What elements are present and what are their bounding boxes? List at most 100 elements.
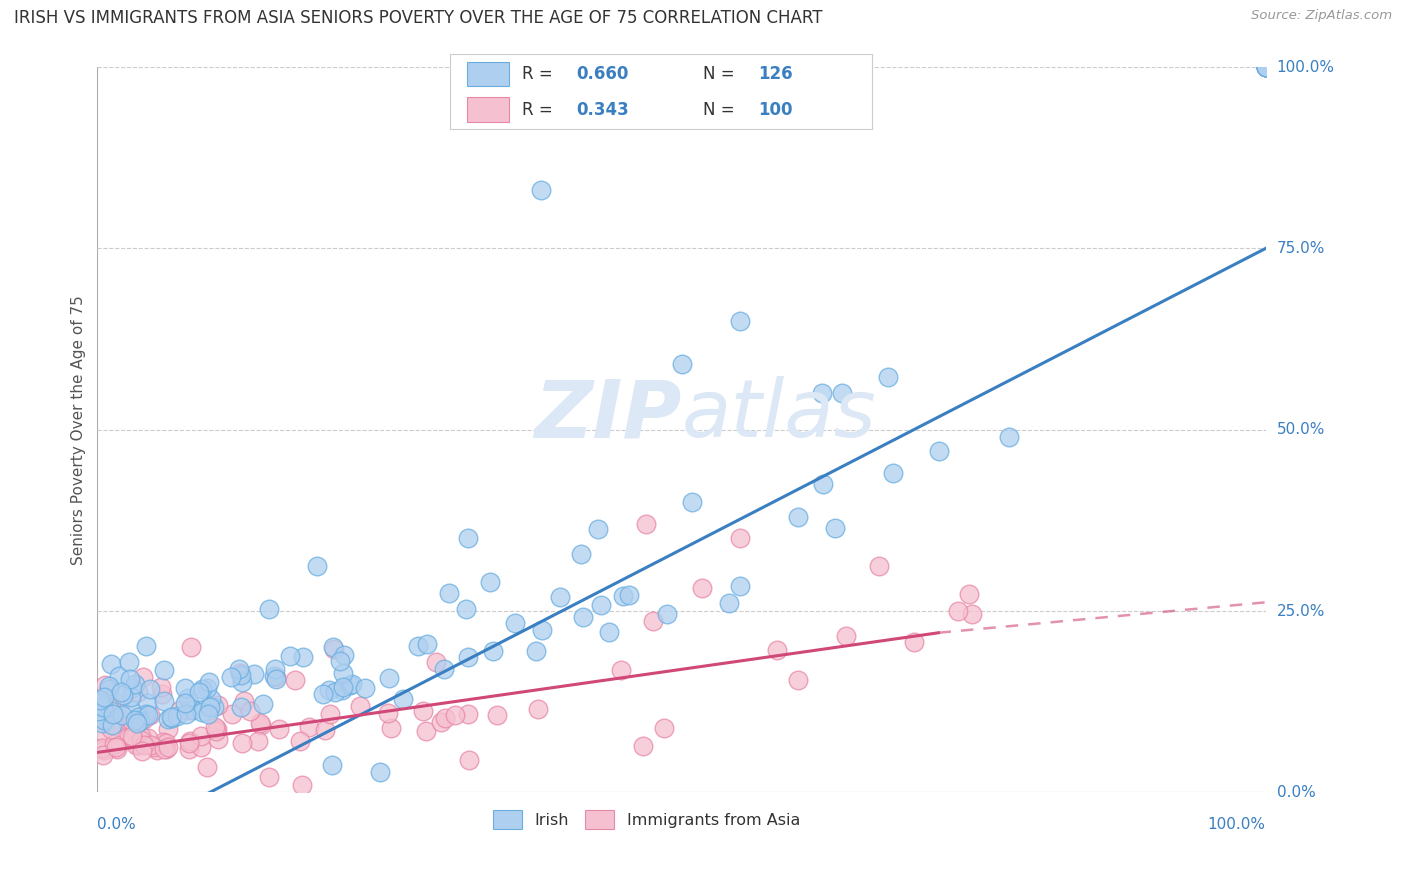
Text: IRISH VS IMMIGRANTS FROM ASIA SENIORS POVERTY OVER THE AGE OF 75 CORRELATION CHA: IRISH VS IMMIGRANTS FROM ASIA SENIORS PO… [14, 9, 823, 27]
Point [610, 663, 633, 677]
Point [569, 547, 592, 561]
Bar [467, 62, 509, 87]
Point [246, 734, 269, 748]
Point [125, 738, 148, 752]
Point [93, 690, 115, 704]
Text: ZIP: ZIP [534, 376, 682, 454]
Point [728, 579, 751, 593]
Point [94, 692, 117, 706]
Point [652, 721, 675, 735]
Point [174, 681, 197, 696]
Point [572, 609, 595, 624]
Point [94, 678, 117, 692]
Point [121, 729, 143, 743]
Point [380, 721, 402, 735]
Point [179, 733, 201, 747]
Point [284, 673, 307, 687]
Point [89, 693, 111, 707]
Text: 100.0%: 100.0% [1277, 60, 1334, 75]
Point [633, 739, 655, 753]
Point [202, 699, 225, 714]
Point [810, 386, 832, 401]
Point [155, 742, 177, 756]
Point [349, 698, 371, 713]
Point [139, 739, 162, 753]
Point [139, 682, 162, 697]
Point [527, 702, 550, 716]
Point [671, 358, 693, 372]
Point [728, 532, 751, 546]
Point [207, 722, 229, 736]
Point [124, 723, 146, 737]
Point [288, 733, 311, 747]
Point [636, 516, 658, 531]
Point [121, 714, 143, 729]
Point [124, 713, 146, 727]
Text: 0.660: 0.660 [576, 65, 628, 83]
Point [392, 692, 415, 706]
Text: atlas: atlas [682, 376, 876, 454]
Point [416, 637, 439, 651]
Point [292, 649, 315, 664]
Point [221, 706, 243, 721]
Point [430, 714, 453, 729]
Point [120, 703, 142, 717]
Point [824, 521, 846, 535]
Point [617, 588, 640, 602]
Point [146, 743, 169, 757]
Point [340, 676, 363, 690]
Point [231, 700, 253, 714]
Point [264, 672, 287, 686]
Point [655, 607, 678, 621]
Point [339, 678, 361, 692]
Point [928, 444, 950, 458]
Point [166, 709, 188, 723]
Point [198, 699, 221, 714]
Point [1254, 60, 1277, 74]
Point [291, 778, 314, 792]
Point [169, 703, 191, 717]
Point [903, 634, 925, 648]
Point [318, 682, 340, 697]
Point [228, 662, 250, 676]
Text: N =: N = [703, 101, 740, 119]
Point [690, 581, 713, 595]
Point [333, 648, 356, 662]
Point [124, 677, 146, 691]
Point [252, 697, 274, 711]
Point [425, 655, 447, 669]
Point [118, 672, 141, 686]
Point [229, 668, 252, 682]
Point [155, 736, 177, 750]
Point [103, 717, 125, 731]
Point [127, 739, 149, 753]
Point [503, 615, 526, 630]
Point [882, 466, 904, 480]
Point [962, 607, 984, 622]
Point [242, 666, 264, 681]
Point [127, 685, 149, 699]
Point [598, 625, 620, 640]
Point [105, 741, 128, 756]
Point [548, 590, 571, 604]
Point [100, 657, 122, 672]
Point [835, 629, 858, 643]
Text: 50.0%: 50.0% [1277, 422, 1324, 437]
Point [1254, 60, 1277, 74]
Point [813, 477, 835, 491]
Point [718, 596, 741, 610]
Point [177, 736, 200, 750]
Point [118, 730, 141, 744]
Point [406, 639, 429, 653]
Point [249, 716, 271, 731]
Point [415, 723, 437, 738]
Text: 126: 126 [758, 65, 793, 83]
Point [205, 724, 228, 739]
Legend: Irish, Immigrants from Asia: Irish, Immigrants from Asia [486, 804, 806, 835]
Point [110, 685, 132, 699]
Point [134, 712, 156, 726]
Point [641, 614, 664, 628]
Point [946, 604, 969, 618]
Point [152, 734, 174, 748]
Point [100, 697, 122, 711]
